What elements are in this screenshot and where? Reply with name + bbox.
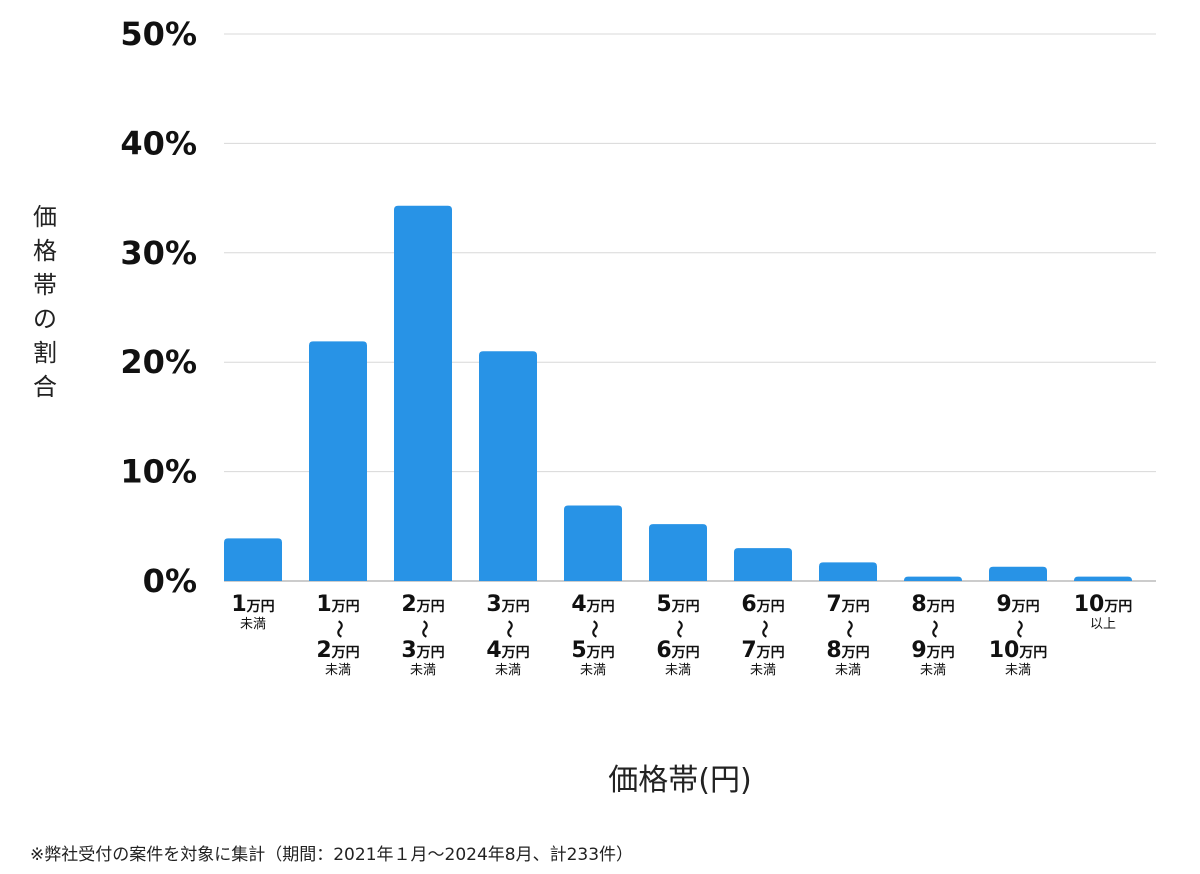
range-end: 6 [656,638,672,663]
range-tilde: 〜 [583,620,604,638]
unit: 万円 [671,645,700,661]
range-tilde: 〜 [753,620,774,638]
unit: 万円 [331,645,360,661]
range-suffix: 未満 [579,663,606,678]
range-suffix: 未満 [324,663,351,678]
range-tilde: 〜 [668,620,689,638]
unit: 万円 [331,599,360,615]
unit: 万円 [246,599,275,615]
range-start: 6 [741,592,757,617]
x-tick-label: 8万円〜 9万円 未満 [891,592,975,678]
range-start: 3 [486,592,502,617]
range-tilde: 〜 [838,620,859,638]
bar [1074,576,1132,581]
range-suffix: 未満 [919,663,946,678]
x-tick-label: 5万円〜 6万円 未満 [636,592,720,678]
range-start: 1 [316,592,332,617]
range-suffix: 未満 [239,617,266,632]
x-tick-label: 4万円〜 5万円 未満 [551,592,635,678]
x-tick-label: 2万円〜 3万円 未満 [381,592,465,678]
bar [479,351,537,581]
unit: 万円 [926,599,955,615]
bar [309,341,367,581]
unit: 万円 [1019,645,1048,661]
bar [734,548,792,581]
range-tilde: 〜 [923,620,944,638]
footnote: ※弊社受付の案件を対象に集計（期間：2021年１月～2024年8月、計233件） [30,845,634,865]
range-start: 2 [401,592,417,617]
unit: 万円 [841,599,870,615]
range-tilde: 〜 [1008,620,1029,638]
unit: 万円 [841,645,870,661]
unit: 万円 [1011,599,1040,615]
x-tick-label: 1万円未満 [211,592,295,632]
range-end: 7 [741,638,757,663]
x-tick-label: 7万円〜 8万円 未満 [806,592,890,678]
range-end: 3 [401,638,417,663]
x-tick-label: 10万円以上 [1061,592,1145,632]
x-tick-label: 9万円〜 10万円 未満 [976,592,1060,678]
unit: 万円 [416,645,445,661]
range-start: 9 [996,592,1012,617]
bar [649,524,707,581]
range-suffix: 未満 [1004,663,1031,678]
x-axis-label: 価格帯(円) [608,763,752,798]
range-start: 4 [571,592,587,617]
x-tick-label: 3万円〜 4万円 未満 [466,592,550,678]
range-start: 8 [911,592,927,617]
range-start: 1 [231,592,247,617]
bar [564,505,622,581]
range-suffix: 未満 [494,663,521,678]
x-tick-label: 6万円〜 7万円 未満 [721,592,805,678]
unit: 万円 [756,645,785,661]
range-end: 4 [486,638,502,663]
bar [904,576,962,581]
range-suffix: 未満 [749,663,776,678]
range-start: 10 [1073,592,1105,617]
range-start: 7 [826,592,842,617]
range-tilde: 〜 [413,620,434,638]
unit: 万円 [501,599,530,615]
range-start: 5 [656,592,672,617]
range-end: 2 [316,638,332,663]
y-tick-label: 20% [120,343,197,381]
y-tick-label: 0% [143,562,197,600]
range-end: 10 [988,638,1020,663]
bar [224,538,282,581]
range-end: 9 [911,638,927,663]
bar [819,562,877,581]
y-axis-label: 価格帯の割合 [33,203,57,401]
range-end: 5 [571,638,587,663]
y-tick-label: 50% [120,15,197,53]
unit: 万円 [586,645,615,661]
range-suffix: 未満 [409,663,436,678]
y-tick-label: 40% [120,124,197,162]
unit: 万円 [586,599,615,615]
range-tilde: 〜 [498,620,519,638]
y-tick-label: 10% [120,453,197,491]
bar [394,205,452,581]
range-suffix: 以上 [1089,617,1116,632]
range-suffix: 未満 [834,663,861,678]
unit: 万円 [671,599,700,615]
range-end: 8 [826,638,842,663]
unit: 万円 [1104,599,1133,615]
x-tick-label: 1万円〜 2万円 未満 [296,592,380,678]
range-suffix: 未満 [664,663,691,678]
unit: 万円 [756,599,785,615]
unit: 万円 [926,645,955,661]
unit: 万円 [501,645,530,661]
range-tilde: 〜 [328,620,349,638]
unit: 万円 [416,599,445,615]
bar [989,566,1047,581]
y-tick-label: 30% [120,234,197,272]
